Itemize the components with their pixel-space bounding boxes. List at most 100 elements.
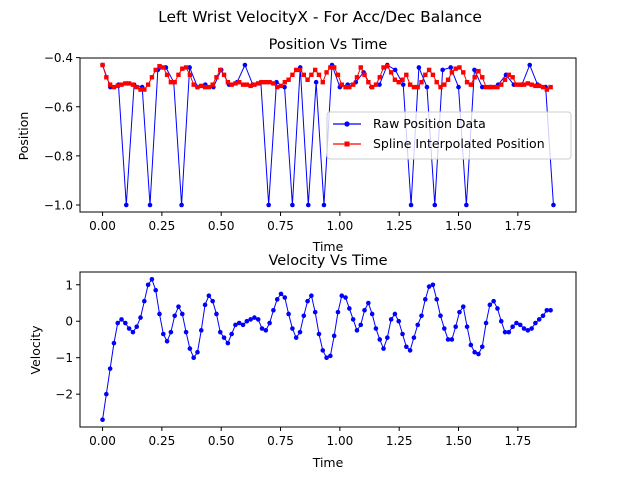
- velocity-plot-area: [100, 276, 553, 423]
- velocity-point: [453, 324, 458, 330]
- spline-position-point: [449, 70, 455, 75]
- velocity-x-tick-label: 1.50: [445, 434, 472, 448]
- spline-position-point: [533, 83, 538, 89]
- spline-position-point: [142, 87, 147, 92]
- velocity-point: [392, 311, 398, 317]
- spline-position-point: [377, 75, 382, 80]
- position-y-tick-label: −1.0: [44, 199, 73, 213]
- raw-position-point: [123, 202, 129, 208]
- spline-position-point: [537, 83, 542, 89]
- velocity-point: [179, 311, 185, 317]
- spline-position-point: [157, 64, 162, 69]
- spline-position-point: [316, 72, 322, 78]
- velocity-point: [305, 298, 310, 304]
- velocity-point: [495, 306, 500, 311]
- spline-position-point: [130, 82, 136, 87]
- velocity-point: [388, 317, 394, 322]
- raw-position-point: [282, 84, 287, 90]
- velocity-point: [468, 342, 474, 348]
- spline-position-point: [134, 84, 139, 90]
- raw-position-point: [527, 62, 533, 68]
- spline-position-point: [225, 79, 231, 85]
- velocity-point: [248, 317, 253, 322]
- velocity-point: [138, 315, 143, 320]
- spline-position-point: [111, 84, 117, 90]
- raw-position-point: [432, 202, 438, 208]
- spline-position-point: [392, 77, 398, 82]
- spline-position-point: [126, 81, 132, 86]
- spline-position-point: [396, 79, 401, 85]
- velocity-point: [385, 335, 390, 340]
- spline-position-point: [385, 64, 390, 69]
- velocity-point: [404, 344, 409, 350]
- spline-position-point: [145, 82, 151, 87]
- spline-position-point: [305, 77, 310, 82]
- position-y-tick-label: −0.4: [44, 51, 73, 65]
- velocity-point: [540, 313, 546, 319]
- velocity-point: [415, 322, 421, 328]
- position-plot-area: [100, 62, 556, 208]
- spline-position-point: [525, 81, 531, 86]
- velocity-point: [217, 329, 223, 335]
- velocity-point: [236, 320, 242, 326]
- velocity-point: [259, 326, 265, 331]
- raw-position-point: [147, 202, 153, 208]
- raw-position-point: [290, 202, 295, 208]
- velocity-y-tick-label: −1: [55, 351, 73, 365]
- spline-position-point: [347, 84, 352, 90]
- position-x-tick-label: 0.75: [267, 219, 294, 233]
- velocity-axes-frame: [79, 271, 577, 428]
- raw-position-point: [472, 67, 477, 73]
- velocity-x-tick-label: 1.25: [386, 434, 413, 448]
- velocity-point: [111, 340, 117, 346]
- raw-position-point: [306, 202, 311, 208]
- velocity-point: [510, 324, 515, 330]
- velocity-point: [373, 326, 379, 331]
- velocity-point: [126, 326, 132, 331]
- velocity-point: [339, 293, 345, 299]
- velocity-point: [195, 349, 200, 355]
- spline-position-point: [176, 72, 181, 78]
- raw-position-point: [321, 202, 327, 208]
- spline-position-point: [419, 79, 424, 85]
- velocity-chart-title: Velocity Vs Time: [268, 253, 387, 269]
- spline-position-point: [320, 79, 325, 85]
- velocity-point: [328, 353, 333, 359]
- spline-position-point: [221, 72, 227, 78]
- spline-position-point: [248, 83, 253, 89]
- velocity-point: [544, 307, 550, 313]
- velocity-point: [400, 331, 405, 337]
- velocity-point: [225, 340, 231, 346]
- velocity-point: [255, 317, 261, 322]
- spline-position-point: [461, 70, 466, 75]
- legend-raw-label: Raw Position Data: [373, 116, 486, 131]
- spline-position-point: [267, 79, 272, 85]
- spline-position-point: [180, 66, 185, 71]
- velocity-point: [476, 351, 481, 357]
- velocity-point: [301, 313, 307, 319]
- spline-position-point: [183, 65, 189, 70]
- position-legend: Raw Position Data Spline Interpolated Po…: [326, 111, 572, 160]
- velocity-point: [426, 284, 432, 289]
- velocity-point: [172, 313, 177, 319]
- raw-position-point: [464, 202, 469, 208]
- raw-position-point: [440, 67, 445, 73]
- spline-position-point: [339, 82, 344, 87]
- velocity-point: [320, 348, 326, 353]
- velocity-point: [316, 331, 322, 337]
- spline-position-point: [256, 81, 261, 86]
- position-ticks: 0.00 0.25 0.50 0.75 1.00 1.25 1.50 1.75 −1.0 −0.8…: [44, 51, 531, 233]
- spline-position-point: [438, 84, 443, 90]
- velocity-point: [441, 326, 447, 331]
- spline-position-point: [206, 84, 212, 90]
- velocity-point: [286, 311, 291, 317]
- spline-position-point: [350, 82, 356, 87]
- spline-position-point: [388, 70, 394, 75]
- spline-position-point: [445, 77, 451, 82]
- velocity-point: [221, 335, 227, 340]
- velocity-point: [187, 346, 193, 351]
- velocity-point: [479, 344, 485, 350]
- velocity-point: [210, 298, 215, 304]
- spline-position-point: [487, 84, 493, 90]
- velocity-point: [514, 320, 519, 326]
